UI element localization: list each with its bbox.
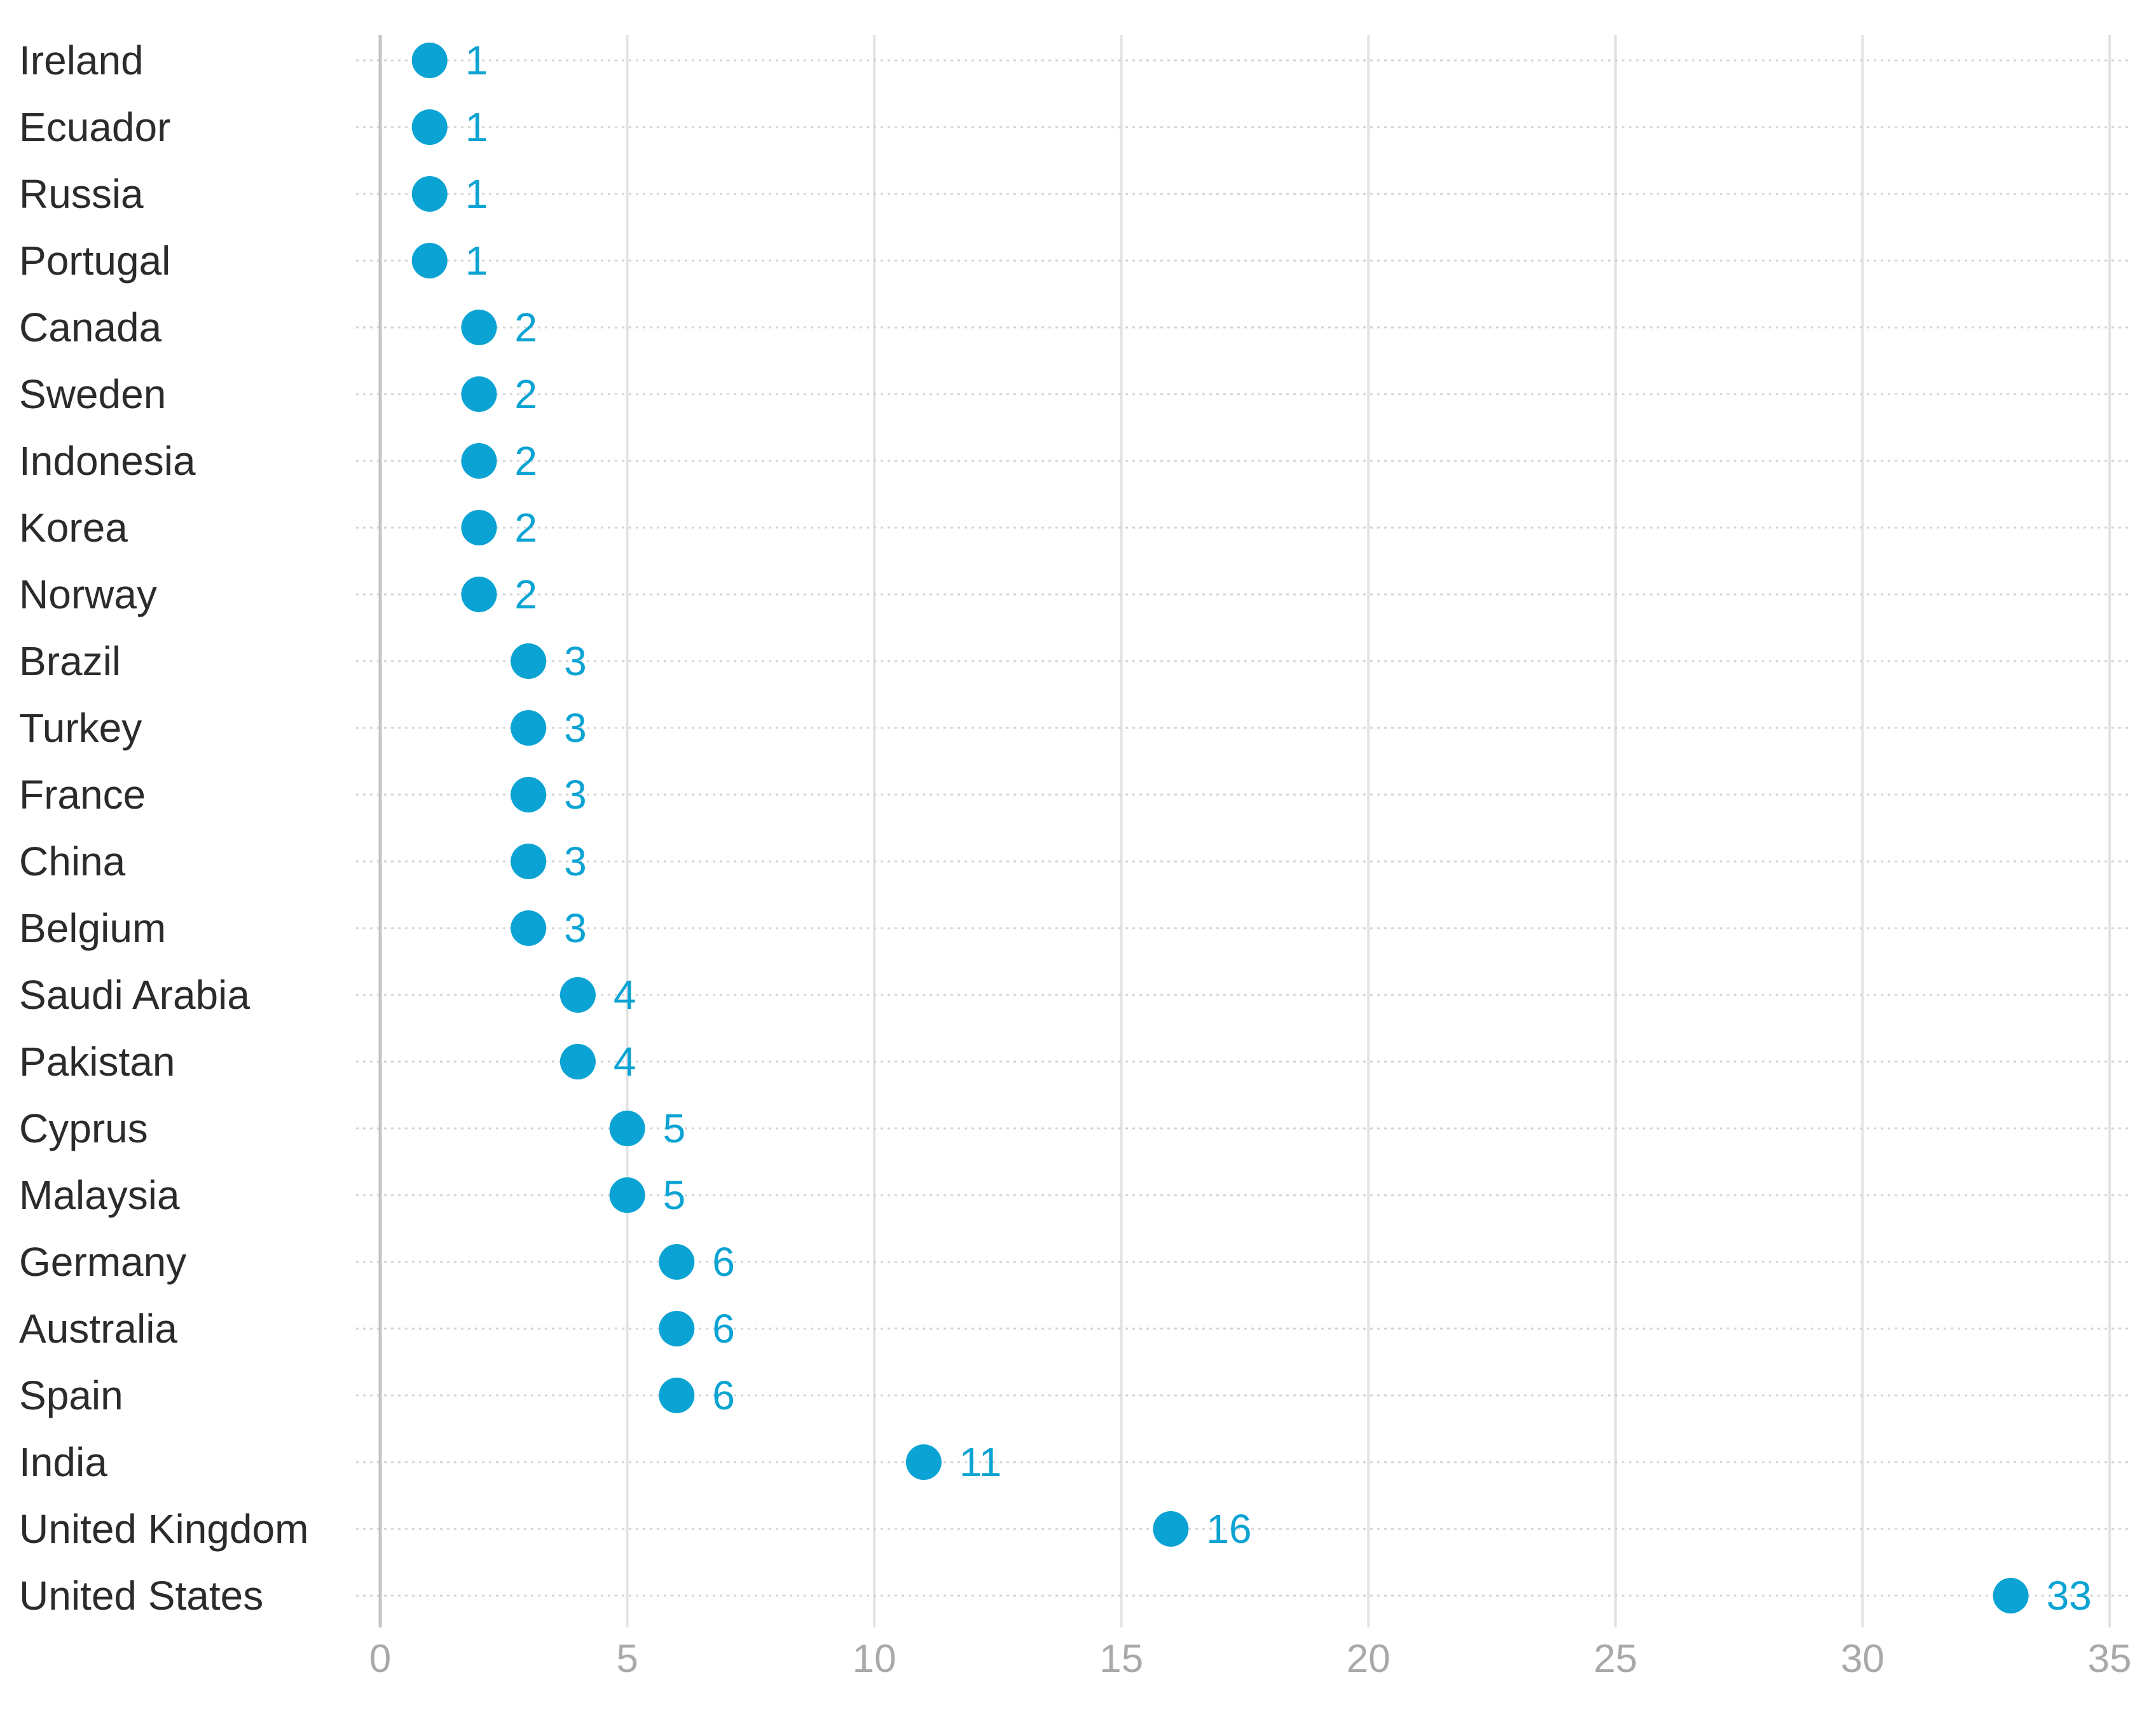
dot-saudi-arabia [560,977,596,1013]
category-label-portugal: Portugal [19,238,170,284]
value-label-australia: 6 [712,1306,735,1352]
dot-belgium [511,910,547,946]
value-label-ecuador: 1 [465,104,488,150]
value-label-indonesia: 2 [514,438,537,484]
dot-india [905,1444,942,1480]
x-tick-label-35: 35 [2088,1637,2132,1681]
category-label-spain: Spain [19,1373,123,1418]
dot-pakistan [560,1044,596,1079]
x-tick-label-20: 20 [1347,1637,1390,1681]
value-label-china: 3 [564,839,587,884]
x-tick-label-25: 25 [1593,1637,1637,1681]
dot-germany [659,1244,695,1280]
dot-layer [411,43,2029,1613]
dot-france [511,777,547,812]
value-label-korea: 2 [514,505,537,551]
dot-russia [411,176,448,212]
value-label-france: 3 [564,772,587,818]
dot-china [511,844,547,879]
dot-ecuador [411,109,448,145]
category-label-france: France [19,772,146,818]
value-label-norway: 2 [514,572,537,617]
category-label-china: China [19,839,126,884]
category-label-germany: Germany [19,1239,186,1285]
value-label-portugal: 1 [465,238,488,284]
category-label-malaysia: Malaysia [19,1172,180,1218]
value-label-pakistan: 4 [614,1039,636,1085]
value-label-spain: 6 [712,1373,735,1418]
dot-malaysia [609,1177,645,1213]
x-tick-label-15: 15 [1099,1637,1143,1681]
value-label-russia: 1 [465,171,488,217]
value-label-turkey: 3 [564,705,587,751]
category-label-belgium: Belgium [19,905,166,951]
value-label-united-states: 33 [2047,1573,2092,1619]
dot-australia [659,1311,695,1346]
x-tick-label-10: 10 [853,1637,896,1681]
value-label-united-kingdom: 16 [1206,1506,1251,1552]
category-label-indonesia: Indonesia [19,438,196,484]
dot-indonesia [461,443,497,479]
value-label-belgium: 3 [564,905,587,951]
x-tick-label-5: 5 [616,1637,638,1681]
category-label-russia: Russia [19,171,144,217]
dot-korea [461,510,497,545]
category-label-ecuador: Ecuador [19,104,170,150]
category-label-turkey: Turkey [19,705,142,751]
dot-united-kingdom [1153,1511,1189,1547]
dot-ireland [411,43,448,78]
category-label-united-states: United States [19,1573,263,1619]
category-label-layer: Ireland Ecuador Russia Portugal Canada Sweden… [19,38,308,1619]
value-label-brazil: 3 [564,638,587,684]
category-label-saudi-arabia: Saudi Arabia [19,972,250,1018]
dot-portugal [411,243,448,278]
category-label-cyprus: Cyprus [19,1106,148,1151]
dot-spain [659,1378,695,1413]
value-label-canada: 2 [514,305,537,350]
value-label-malaysia: 5 [663,1172,686,1218]
x-tick-layer: 0 5 10 15 20 25 30 35 [369,1637,2132,1681]
value-label-saudi-arabia: 4 [614,972,636,1018]
category-label-india: India [19,1439,107,1485]
x-tick-label-30: 30 [1841,1637,1885,1681]
dot-norway [461,577,497,612]
category-label-pakistan: Pakistan [19,1039,175,1085]
dot-brazil [511,643,547,679]
category-label-norway: Norway [19,572,157,617]
dot-turkey [511,710,547,746]
category-label-united-kingdom: United Kingdom [19,1506,308,1552]
x-tick-label-0: 0 [369,1637,391,1681]
value-label-sweden: 2 [514,371,537,417]
category-label-canada: Canada [19,305,162,350]
dot-sweden [461,376,497,412]
category-label-korea: Korea [19,505,128,551]
dot-canada [461,310,497,345]
category-label-brazil: Brazil [19,638,121,684]
value-label-india: 11 [959,1439,1001,1485]
value-label-ireland: 1 [465,38,488,83]
row-guide-layer [356,59,2129,1597]
category-label-australia: Australia [19,1306,177,1352]
value-label-germany: 6 [712,1239,735,1285]
dot-united-states [1993,1578,2029,1613]
value-label-cyprus: 5 [663,1106,686,1151]
grid-layer [626,35,2111,1627]
category-label-ireland: Ireland [19,38,144,83]
dot-cyprus [609,1111,645,1146]
category-label-sweden: Sweden [19,371,166,417]
